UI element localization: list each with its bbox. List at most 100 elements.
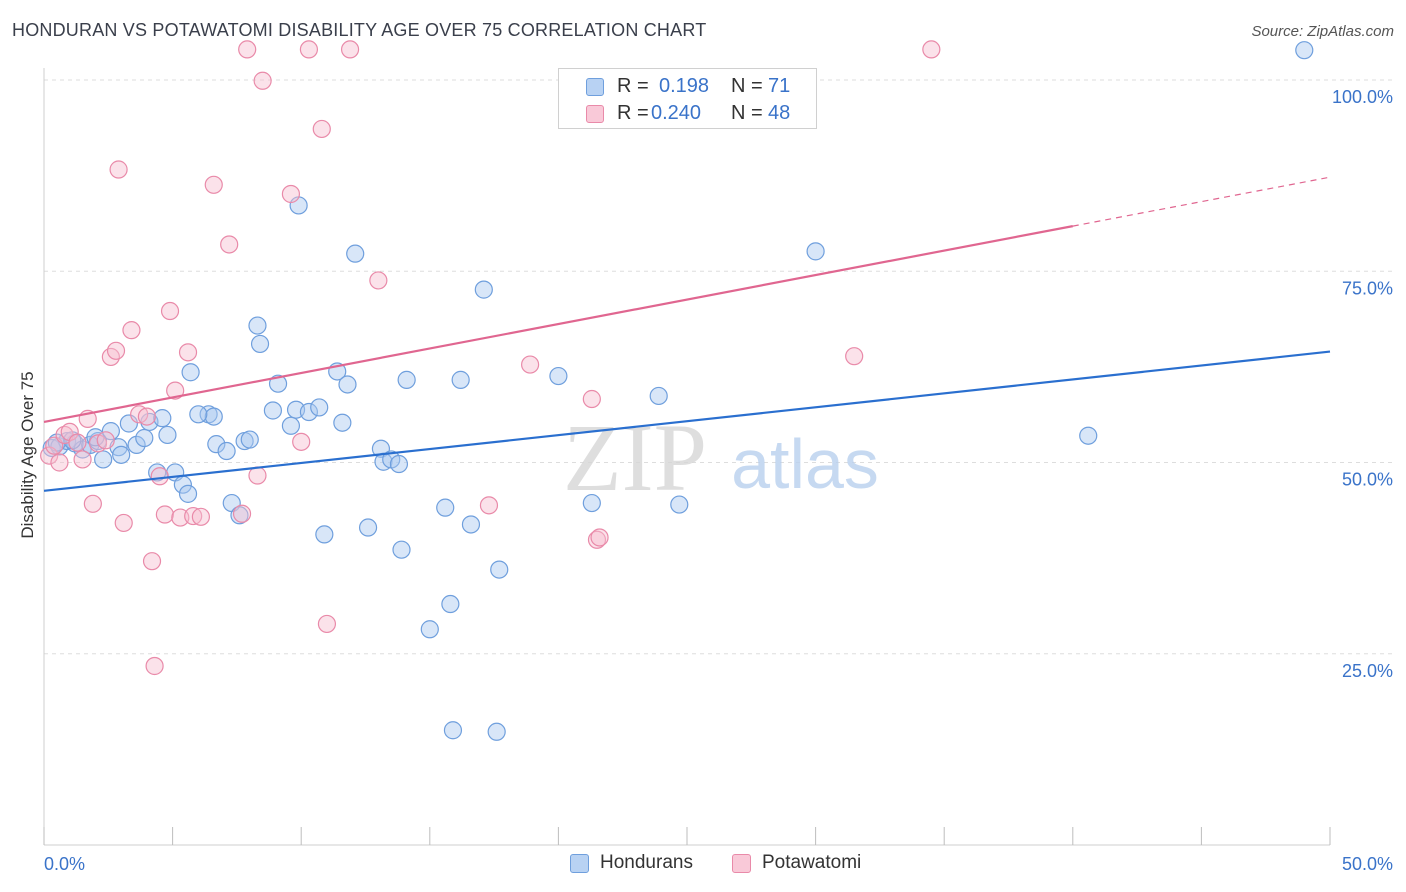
x-tick-label: 0.0% [44, 854, 85, 874]
legend-swatch-blue [570, 854, 589, 873]
n-label: N = [731, 75, 763, 97]
honduran-point [112, 445, 131, 464]
honduran-point [248, 316, 267, 335]
potawatomi-point [178, 343, 198, 362]
honduran-point [268, 374, 288, 393]
data-points [40, 40, 1314, 741]
honduran-point [189, 405, 208, 424]
source-label: Source: ZipAtlas.com [1251, 23, 1394, 40]
honduran-point [207, 435, 226, 454]
potawatomi-point [369, 271, 388, 290]
potawatomi-point [582, 389, 601, 409]
potawatomi-point [340, 40, 360, 59]
honduran-point [299, 402, 319, 422]
honduran-point [451, 370, 470, 389]
legend-label: Potawatomi [762, 852, 862, 873]
n-value: 71 [768, 75, 791, 97]
honduran-point [217, 441, 236, 461]
honduran-point [389, 454, 409, 474]
honduran-point [181, 363, 200, 382]
honduran-point [806, 242, 825, 261]
honduran-point [310, 398, 329, 417]
potawatomi-point [68, 433, 87, 452]
potawatomi-point [155, 505, 174, 524]
watermark: ZIP atlas [563, 404, 879, 511]
trend-line-potawatomi [43, 225, 1074, 424]
honduran-point [315, 525, 334, 544]
honduran-point [346, 244, 365, 263]
r-value: 0.240 [651, 102, 702, 124]
potawatomi-point [312, 119, 331, 139]
potawatomi-point [220, 235, 239, 254]
y-tick-label: 100.0% [1332, 87, 1393, 107]
honduran-point [392, 540, 411, 559]
honduran-point [101, 422, 120, 441]
potawatomi-point [299, 40, 319, 59]
honduran-point [135, 428, 154, 448]
honduran-point [250, 334, 270, 354]
honduran-point [582, 493, 601, 513]
honduran-point [281, 416, 301, 435]
potawatomi-point [166, 381, 185, 400]
trend-line-hondurans [43, 350, 1331, 492]
potawatomi-point [109, 160, 128, 179]
legend-row-hondurans: R = 0.198 N = 71 [559, 75, 816, 101]
potawatomi-point [145, 656, 164, 676]
n-value: 48 [768, 102, 791, 124]
potawatomi-point [40, 446, 59, 465]
potawatomi-point [590, 528, 609, 547]
legend-swatch-pink [586, 105, 604, 123]
x-tick-label: 50.0% [1342, 854, 1393, 874]
honduran-point [338, 375, 357, 394]
honduran-point [420, 620, 439, 639]
r-label: R = [617, 75, 649, 97]
potawatomi-point [114, 513, 133, 533]
honduran-point [1079, 426, 1098, 445]
r-value: 0.198 [659, 75, 710, 97]
r-label: R = [617, 102, 649, 124]
potawatomi-point [184, 506, 203, 526]
honduran-point [670, 495, 689, 514]
honduran-point [127, 435, 146, 455]
honduran-point [461, 515, 481, 534]
honduran-point [263, 401, 283, 420]
potawatomi-point [317, 614, 337, 634]
honduran-point [1295, 41, 1314, 60]
watermark-zip: ZIP [563, 404, 707, 511]
honduran-point [397, 370, 416, 389]
honduran-point [443, 721, 463, 740]
potawatomi-point [137, 407, 156, 426]
axes [43, 68, 1331, 846]
potawatomi-point [96, 431, 115, 450]
honduran-point [153, 409, 172, 428]
honduran-point [549, 366, 568, 386]
potawatomi-point [292, 432, 311, 451]
honduran-point [358, 518, 378, 537]
legend-row-potawatomi: R = 0.240 N = 48 [559, 102, 816, 128]
potawatomi-point [479, 496, 499, 515]
correlation-legend: R = 0.198 N = 71 R = 0.240 N = 48 [558, 68, 817, 129]
legend-swatch-blue [586, 78, 604, 96]
honduran-point [94, 450, 113, 469]
potawatomi-point [142, 552, 162, 571]
potawatomi-point [248, 466, 267, 485]
honduran-point [333, 413, 352, 432]
potawatomi-point [191, 507, 210, 526]
potawatomi-point [150, 467, 169, 486]
potawatomi-point [204, 175, 223, 194]
potawatomi-point [238, 40, 257, 59]
trend-line-dashed-potawatomi [1072, 176, 1331, 227]
honduran-point [240, 430, 259, 449]
potawatomi-point [160, 301, 180, 321]
potawatomi-point [83, 494, 102, 513]
tick-labels: 25.0% 50.0% 75.0% 100.0% 0.0% 50.0% [44, 87, 1393, 874]
y-tick-label: 75.0% [1342, 278, 1393, 298]
y-axis-label: Disability Age Over 75 [18, 371, 37, 538]
legend-swatch-pink [732, 854, 751, 873]
n-label: N = [731, 102, 763, 124]
honduran-point [487, 722, 506, 741]
potawatomi-point [122, 321, 141, 340]
potawatomi-point [50, 453, 69, 472]
honduran-point [490, 560, 509, 579]
